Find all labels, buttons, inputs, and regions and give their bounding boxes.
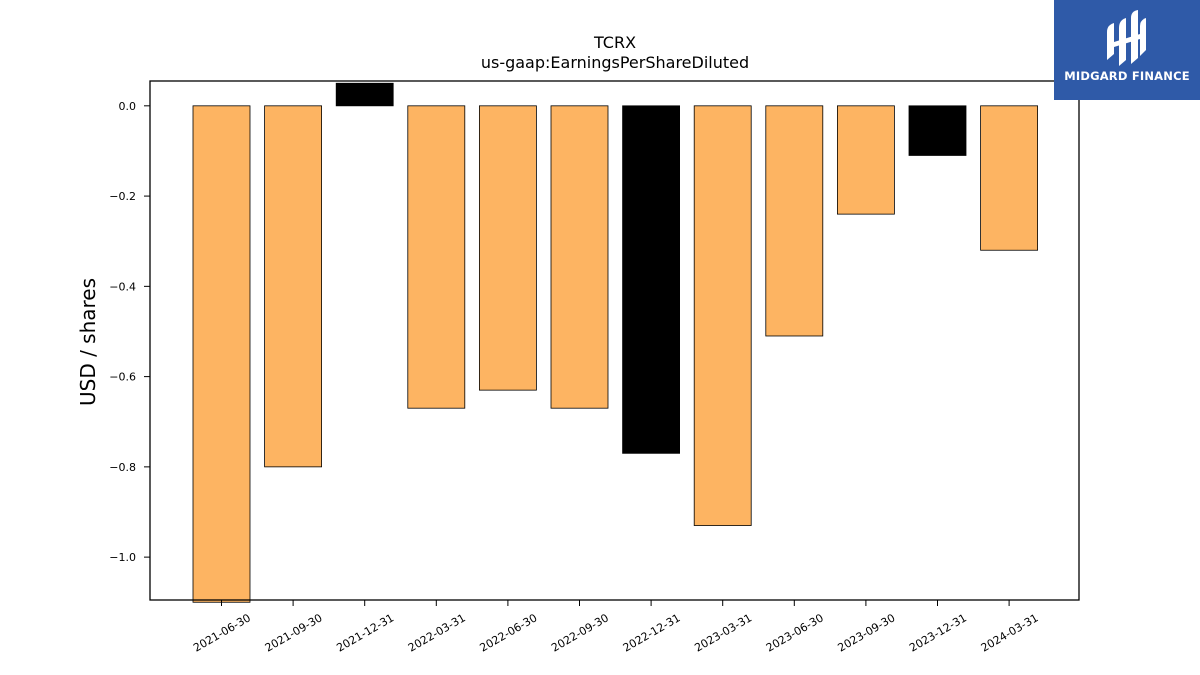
- x-tick-label: 2023-12-31: [907, 611, 969, 654]
- midgard-finance-logo: MIDGARD FINANCE: [1054, 0, 1200, 100]
- y-tick-label: −0.8: [109, 461, 136, 474]
- x-tick-label: 2022-12-31: [621, 611, 683, 654]
- bar-2024-03-31: [980, 105, 1038, 251]
- x-tick-label: 2021-12-31: [334, 611, 396, 654]
- y-tick-label: −0.4: [109, 280, 136, 293]
- y-tick-label: −0.2: [109, 190, 136, 203]
- y-tick-label: −0.6: [109, 371, 136, 384]
- bar-2023-09-30: [837, 105, 895, 215]
- x-tick-label: 2023-06-30: [764, 611, 826, 654]
- x-tick-label: 2023-03-31: [692, 611, 754, 654]
- bar-2022-03-31: [407, 105, 466, 409]
- x-tick-label: 2022-03-31: [406, 611, 468, 654]
- bar-2023-06-30: [765, 105, 824, 337]
- x-tick-label: 2021-06-30: [191, 611, 253, 654]
- logo-text: MIDGARD FINANCE: [1064, 69, 1190, 83]
- y-ticks-group: 0.0 −0.2 −0.4 −0.6 −0.8 −1.0: [109, 100, 150, 564]
- chart-title: TCRX: [593, 33, 636, 52]
- bar-2023-03-31: [693, 105, 752, 526]
- bar-2022-09-30: [550, 105, 609, 409]
- x-tick-label: 2024-03-31: [979, 611, 1041, 654]
- midgard-logo-icon: [1107, 10, 1146, 66]
- chart-subtitle: us-gaap:EarningsPerShareDiluted: [481, 53, 749, 72]
- y-tick-label: 0.0: [119, 100, 137, 113]
- x-tick-label: 2021-09-30: [263, 611, 325, 654]
- x-ticks-group: 2021-06-30 2021-09-30 2021-12-31 2022-03-31…: [191, 600, 1041, 655]
- bar-2021-12-31: [335, 82, 394, 107]
- x-tick-label: 2022-06-30: [478, 611, 540, 654]
- bar-2022-06-30: [478, 105, 537, 391]
- x-tick-label: 2023-09-30: [836, 611, 898, 654]
- bar-2021-09-30: [264, 105, 323, 468]
- y-tick-label: −1.0: [109, 551, 136, 564]
- y-axis-label: USD / shares: [76, 278, 100, 406]
- x-tick-label: 2022-09-30: [549, 611, 611, 654]
- plot-frame: [149, 80, 1080, 601]
- bar-2022-12-31: [622, 105, 680, 454]
- bars-group: [192, 82, 1038, 603]
- bar-2021-06-30: [192, 105, 251, 603]
- bar-2023-12-31: [908, 105, 967, 156]
